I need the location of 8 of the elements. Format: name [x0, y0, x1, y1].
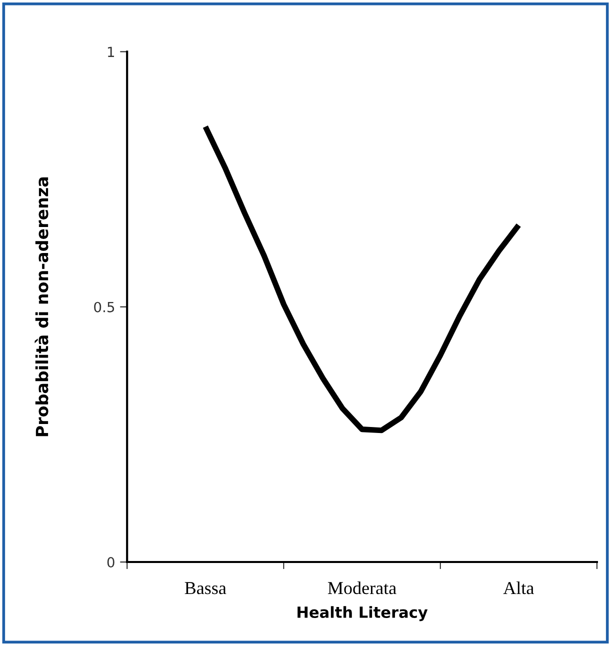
- x-axis-title: Health Literacy: [298, 606, 428, 622]
- y-tick-label: 0: [107, 556, 114, 568]
- x-tick-label: Moderata: [328, 581, 396, 594]
- y-tick-label: 1: [108, 46, 114, 57]
- x-tick-label: Alta: [503, 581, 534, 594]
- y-tick-label: 0.5: [94, 302, 114, 312]
- y-axis-title: Probabilità di non-aderenza: [34, 177, 48, 436]
- x-tick-label: Bassa: [184, 582, 226, 594]
